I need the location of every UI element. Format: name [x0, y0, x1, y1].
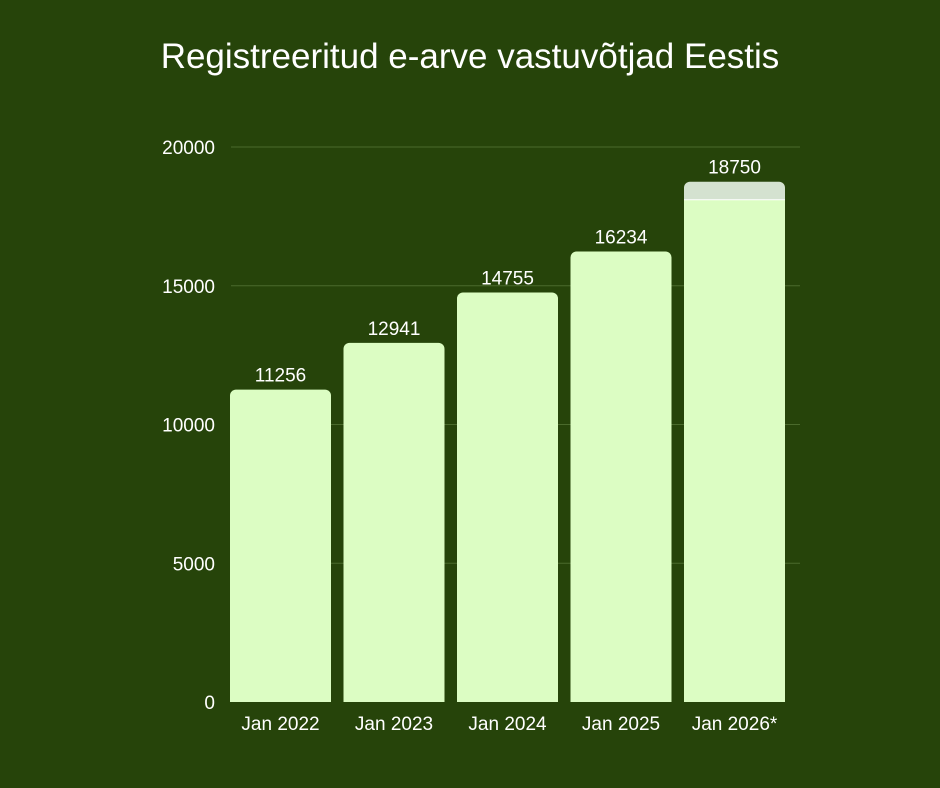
value-labels: 11256 12941 14755 16234 18750 — [255, 158, 761, 387]
y-tick-label: 5000 — [173, 554, 215, 575]
bar-value-label: 11256 — [255, 366, 306, 387]
baseline-mask — [228, 702, 791, 712]
x-axis-labels: Jan 2022 Jan 2023 Jan 2024 Jan 2025 Jan 2026… — [241, 714, 777, 735]
bar-value-label: 14755 — [481, 269, 534, 290]
bar — [457, 292, 558, 708]
bars — [228, 181, 791, 712]
y-tick-label: 0 — [204, 693, 215, 714]
bar — [684, 199, 785, 702]
bar — [570, 251, 672, 708]
y-tick-label: 20000 — [162, 138, 215, 159]
y-axis-ticks: 0 5000 10000 15000 20000 — [162, 138, 215, 714]
x-tick-label: Jan 2024 — [468, 714, 547, 735]
bar-value-label: 18750 — [708, 158, 761, 179]
bar-value-label: 16234 — [595, 228, 648, 249]
x-tick-label: Jan 2022 — [241, 714, 319, 735]
bar — [343, 342, 445, 708]
bar-value-label: 12941 — [368, 319, 421, 340]
y-tick-label: 10000 — [162, 416, 215, 437]
x-tick-label: Jan 2026* — [692, 714, 778, 735]
x-tick-label: Jan 2023 — [355, 714, 433, 735]
y-tick-label: 15000 — [162, 277, 215, 298]
chart-title: Registreeritud e-arve vastuvõtjad Eestis — [161, 37, 780, 76]
x-tick-label: Jan 2025 — [582, 714, 660, 735]
bar — [230, 389, 331, 708]
